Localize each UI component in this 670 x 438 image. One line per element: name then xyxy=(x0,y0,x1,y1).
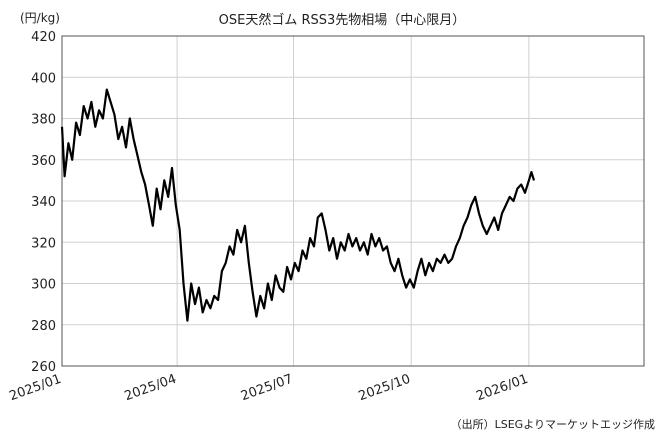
y-tick-label: 320 xyxy=(31,236,56,251)
y-tick-label: 380 xyxy=(31,113,56,128)
x-tick-label: 2025/10 xyxy=(357,372,413,405)
y-tick-label: 360 xyxy=(31,154,56,169)
price-series-line xyxy=(60,88,536,322)
x-tick-label: 2025/04 xyxy=(123,372,179,405)
y-axis-ticks: 260 280 300 320 340 360 380 400 420 xyxy=(31,30,56,375)
y-tick-label: 420 xyxy=(31,30,56,45)
y-tick-label: 280 xyxy=(31,319,56,334)
x-tick-label: 2025/07 xyxy=(239,372,295,405)
y-tick-label: 340 xyxy=(31,195,56,210)
series-group xyxy=(60,88,536,322)
plot-area xyxy=(61,35,645,367)
x-tick-label: 2025/01 xyxy=(7,372,63,405)
y-tick-label: 260 xyxy=(31,360,56,375)
y-unit-label: (円/kg) xyxy=(20,11,60,25)
source-note: （出所）LSEGよりマーケットエッジ作成 xyxy=(451,417,655,431)
x-axis-ticks: 2025/01 2025/04 2025/07 2025/10 2026/01 xyxy=(7,372,530,405)
x-tick-label: 2026/01 xyxy=(474,372,530,405)
gridlines xyxy=(61,35,644,367)
y-tick-label: 400 xyxy=(31,71,56,86)
y-tick-label: 300 xyxy=(31,278,56,293)
chart-title: OSE天然ゴム RSS3先物相場（中心限月） xyxy=(219,12,466,28)
